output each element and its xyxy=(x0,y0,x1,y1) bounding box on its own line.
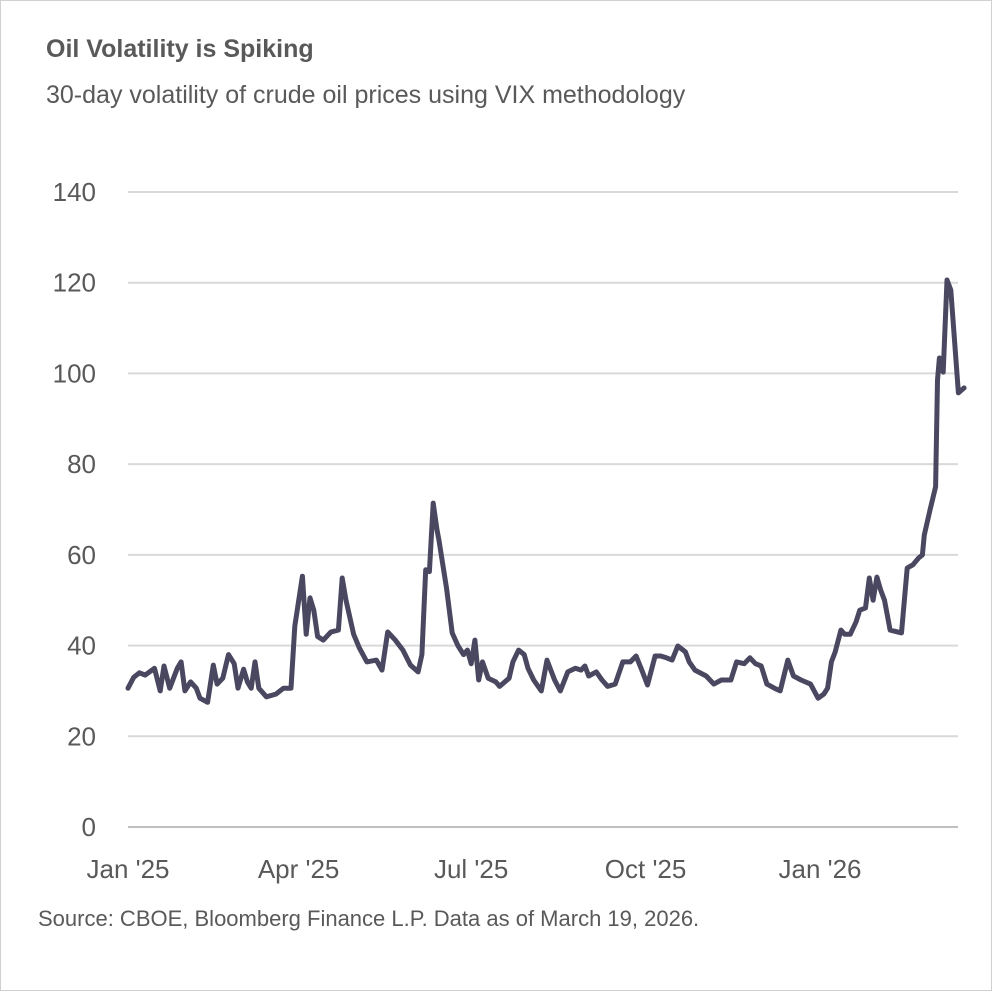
chart-subtitle: 30-day volatility of crude oil prices us… xyxy=(46,81,686,109)
y-tick-label: 40 xyxy=(67,631,96,661)
y-tick-label: 80 xyxy=(67,449,96,479)
volatility-line xyxy=(125,277,967,705)
x-tick-label: Jul '25 xyxy=(434,854,508,884)
y-tick-label: 0 xyxy=(82,812,96,842)
y-tick-label: 60 xyxy=(67,540,96,570)
x-tick-label: Jan '25 xyxy=(86,854,169,884)
x-tick-label: Apr '25 xyxy=(258,854,340,884)
y-tick-label: 120 xyxy=(53,268,96,298)
chart-title: Oil Volatility is Spiking xyxy=(46,35,314,63)
source-note: Source: CBOE, Bloomberg Finance L.P. Dat… xyxy=(38,906,700,931)
y-tick-label: 100 xyxy=(53,358,96,388)
x-tick-label: Jan '26 xyxy=(778,854,861,884)
y-tick-label: 140 xyxy=(53,177,96,207)
x-tick-label: Oct '25 xyxy=(605,854,687,884)
y-tick-label: 20 xyxy=(67,721,96,751)
